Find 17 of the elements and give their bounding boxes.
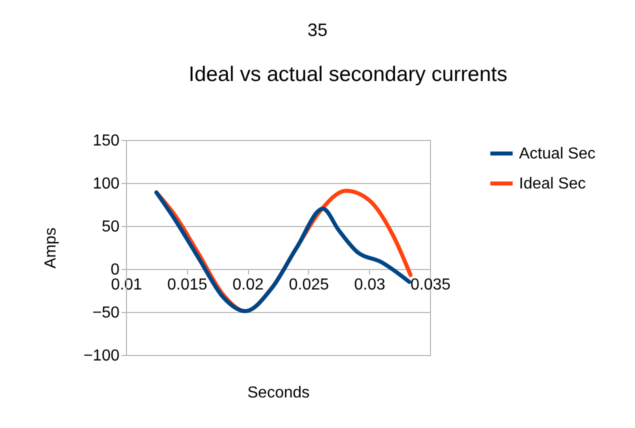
x-tick-label: 0.035 [410,276,451,294]
y-tick-label: 150 [92,132,120,150]
x-axis-title: Seconds [247,384,310,402]
y-tick-label: 0 [110,262,120,278]
text: 35 [306,20,329,41]
y-axis-title: Amps [42,228,60,268]
x-tick-label: 0.03 [354,276,386,294]
x-tick-label: 0.015 [167,276,208,294]
x-tick-label: 0.025 [288,276,330,294]
legend-label: Ideal Sec [519,176,586,192]
y-tick-label: −100 [83,348,120,364]
chart-title: Ideal vs actual secondary currents [188,63,508,86]
y-tick-label: −50 [92,304,120,322]
x-tick-label: 0.02 [232,276,264,294]
y-tick-label: 100 [92,176,120,192]
y-tick-label: 50 [102,218,120,236]
legend-label: Actual Sec [519,146,596,162]
